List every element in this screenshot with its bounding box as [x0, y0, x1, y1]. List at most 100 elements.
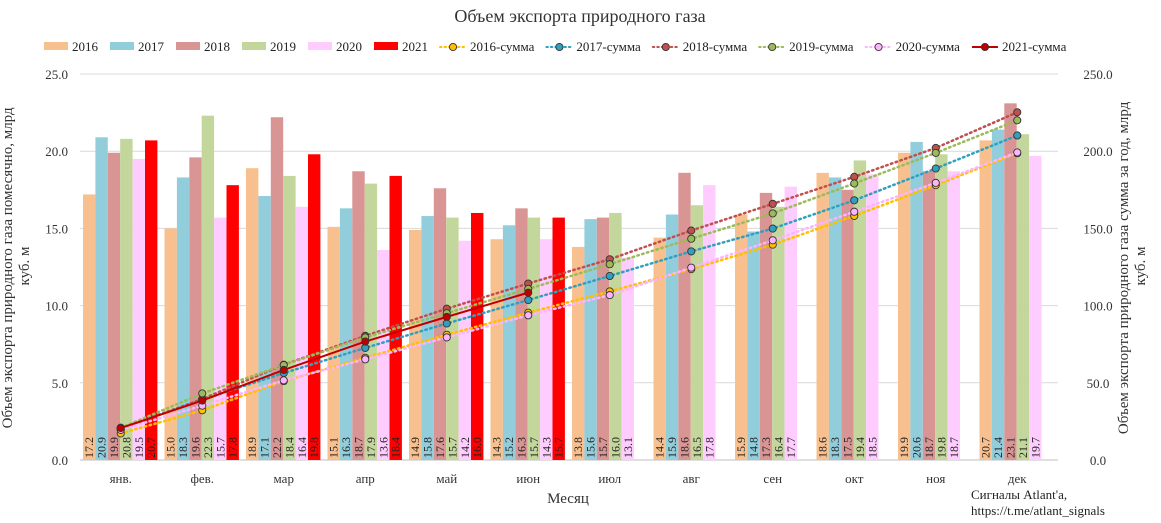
bars [83, 103, 1042, 461]
credit-line: Сигналы Atlant'a, [971, 487, 1068, 502]
legend-label: 2021 [402, 39, 428, 54]
bar [540, 239, 553, 460]
legend-label: 2021-сумма [1002, 39, 1067, 54]
bar-value-label: 13.1 [621, 437, 635, 458]
bar [772, 206, 785, 460]
cumulative-point [1013, 116, 1022, 125]
bar [747, 231, 760, 460]
bar [991, 129, 1005, 461]
bar [433, 188, 447, 461]
bar [1029, 155, 1042, 460]
bar [83, 194, 96, 460]
bar-value-label: 14.3 [539, 437, 553, 458]
bar [735, 214, 748, 460]
bar-value-label: 18.4 [282, 437, 296, 458]
bar-value-label: 15.2 [502, 437, 516, 458]
legend-marker [448, 42, 458, 52]
bar [898, 152, 911, 460]
bar [816, 172, 829, 461]
cumulative-point [1013, 148, 1022, 157]
bar-value-label: 20.6 [910, 437, 924, 458]
legend-swatch [110, 42, 134, 50]
x-tick-label: авг [683, 471, 700, 486]
legend-marker [661, 42, 670, 52]
cumulative-point [198, 389, 207, 398]
cumulative-point [524, 288, 533, 297]
bar-value-label: 15.6 [584, 437, 598, 458]
bar-value-label: 16.0 [470, 437, 484, 458]
bar-value-label: 15.9 [665, 437, 679, 458]
y2-tick-label: 50.0 [1087, 376, 1110, 391]
bar [609, 212, 622, 460]
y-axis-title: Объем экспорта природного газа помесячно… [0, 104, 33, 429]
bar [471, 212, 484, 460]
bar [189, 157, 202, 460]
cumulative-point [931, 148, 940, 157]
cumulative-line [120, 291, 529, 429]
bar [979, 140, 992, 460]
legend-label: 2019 [270, 39, 296, 54]
bar-value-label: 15.0 [164, 437, 178, 458]
bar-labels: 17.2 15.0 18.9 15.1 14.9 14.3 13.8 14.4 15.9 18.6… [82, 437, 1042, 458]
bar [853, 160, 867, 461]
cumulative-point [279, 365, 288, 375]
credit-link[interactable]: https://t.me/atlant_signals [971, 503, 1105, 518]
cumulative-line [119, 119, 1019, 430]
bar [703, 185, 716, 460]
bar [421, 216, 434, 460]
bar [621, 257, 634, 460]
bar [201, 115, 215, 461]
legend-label: 2017 [138, 39, 165, 54]
cumulative-point [850, 179, 859, 188]
bar [552, 217, 565, 460]
bar-value-label: 17.3 [759, 437, 773, 458]
bar [678, 172, 691, 461]
axes: 0.0 5.0 10.0 15.0 20.0 25.0 0.0 50.0 100.0 150.0 2… [45, 67, 1112, 486]
bar [389, 175, 402, 461]
legend-swatch [242, 42, 266, 50]
cumulative-point [605, 260, 614, 269]
y-axis-title-line: Объем экспорта природного газа помесячно… [0, 107, 16, 428]
bar-value-label: 14.8 [747, 437, 761, 458]
legend-label: 2016 [72, 39, 99, 54]
bar-value-label: 17.7 [784, 437, 798, 458]
bar-value-label: 18.6 [678, 437, 692, 458]
y2-tick-label: 200.0 [1083, 144, 1112, 159]
bar-value-label: 15.7 [445, 437, 459, 458]
bar-value-label: 18.4 [389, 437, 403, 458]
chart-title: Объем экспорта природного газа [454, 6, 705, 26]
legend-marker [980, 42, 990, 52]
bar-value-label: 17.8 [702, 437, 716, 458]
bar [226, 185, 239, 460]
bar [527, 217, 541, 460]
bar [922, 171, 936, 460]
bar [352, 171, 365, 460]
y-tick-label: 10.0 [45, 299, 68, 314]
cumulative-point [442, 319, 451, 328]
y2-tick-label: 100.0 [1083, 299, 1112, 314]
bar [828, 177, 842, 460]
bar-value-label: 19.6 [189, 437, 203, 458]
cumulative-point [931, 178, 940, 187]
cumulative-point [605, 291, 614, 300]
y-tick-label: 20.0 [45, 144, 68, 159]
cumulative-point [198, 396, 207, 405]
bar [446, 217, 459, 460]
bar-value-label: 15.7 [596, 437, 610, 458]
y-tick-label: 5.0 [52, 376, 68, 391]
bar-value-label: 17.9 [364, 437, 378, 458]
bar [132, 158, 145, 461]
x-tick-label: мар [274, 471, 294, 486]
bar-value-label: 19.8 [307, 437, 321, 458]
bar-value-label: 14.3 [490, 437, 504, 458]
cumulative-point [687, 247, 696, 256]
bar-value-label: 23.1 [1004, 437, 1018, 458]
bar [947, 171, 960, 460]
legend-marker [555, 42, 564, 52]
cumulative-point [361, 337, 370, 346]
bar-value-label: 20.8 [119, 437, 133, 458]
bar-value-label: 19.5 [132, 437, 146, 458]
bar-value-label: 17.5 [841, 437, 855, 458]
x-tick-label: дек [1008, 471, 1027, 486]
y-tick-label: 0.0 [52, 453, 68, 468]
